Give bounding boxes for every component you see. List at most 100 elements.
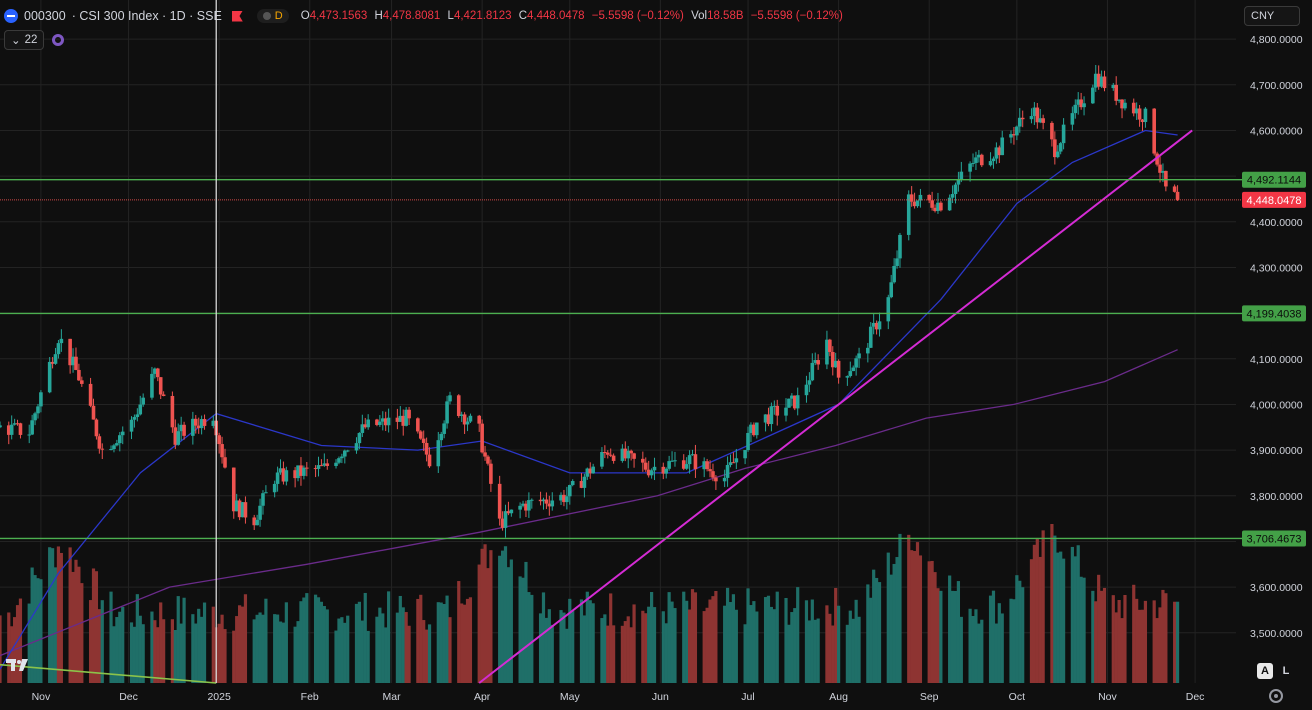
indicators-collapse-button[interactable]: ⌄ 22 (4, 30, 45, 50)
volume-bar (220, 614, 224, 683)
volume-bar (974, 609, 978, 683)
level-price-label: 4,199.4038 (1246, 308, 1301, 320)
symbol-title[interactable]: · CSI 300 Index · 1D · SSE (71, 9, 222, 23)
volume-bar (606, 625, 610, 683)
candle-body (302, 467, 306, 476)
candle-body (477, 415, 482, 424)
volume-bar (725, 587, 730, 683)
candle-body (836, 360, 841, 378)
indicator-ring-icon[interactable] (52, 34, 65, 46)
volume-bar (1070, 546, 1074, 683)
candle-body (100, 448, 105, 450)
candle-body (436, 440, 441, 467)
candle-body (506, 511, 511, 514)
candle-body (582, 476, 587, 488)
candle-body (854, 358, 858, 368)
volume-bar (848, 610, 852, 683)
volume-bar (15, 605, 20, 683)
volume-bar (571, 611, 575, 683)
candle-body (234, 500, 239, 512)
volume-bar (763, 597, 768, 683)
volume-bar (690, 589, 695, 683)
data-status-badge[interactable]: D (256, 9, 289, 23)
volume-bar (100, 600, 104, 683)
volume-bar (956, 581, 961, 683)
candle-body (769, 406, 774, 425)
volume-bar (687, 609, 692, 683)
volume-bar (796, 587, 800, 683)
candle-body (518, 505, 522, 510)
volume-bar (33, 575, 37, 683)
y-tick-label: 4,000.0000 (1250, 399, 1303, 411)
candle-body (503, 511, 508, 528)
candle-body (465, 421, 470, 425)
y-tick-label: 3,800.0000 (1250, 491, 1303, 503)
candle-body (1009, 134, 1013, 138)
log-scale-button[interactable]: L (1278, 663, 1294, 679)
volume-bar (1111, 595, 1115, 683)
volume-bar (968, 608, 972, 683)
candle-body (877, 321, 882, 330)
candle-body (71, 356, 75, 366)
flag-icon[interactable] (231, 10, 243, 22)
ohlc-high: 4,478.8081 (382, 10, 441, 22)
ohlc-low-key: L (447, 10, 454, 22)
candle-body (47, 361, 52, 393)
candle-body (690, 454, 695, 456)
symbol-code[interactable]: 000300 (24, 9, 66, 23)
candle-body (275, 472, 280, 484)
y-tick-label: 4,600.0000 (1250, 125, 1303, 137)
candle-body (915, 200, 920, 207)
ohlc-low: 4,421.8123 (453, 10, 512, 22)
volume-bar (416, 598, 420, 683)
volume-bar (787, 624, 791, 683)
ma200-line (0, 349, 1178, 657)
auto-scale-button[interactable]: A (1257, 663, 1273, 679)
volume-bar (88, 600, 93, 683)
x-tick-label: Sep (920, 691, 939, 703)
volume-bar (427, 624, 432, 683)
candle-body (567, 485, 572, 497)
candle-body (588, 468, 593, 474)
volume-bar (132, 626, 137, 683)
candle-body (1079, 99, 1083, 108)
volume-bar (769, 606, 774, 683)
volume-bar (1056, 552, 1060, 683)
volume-bar (988, 595, 993, 683)
candle-body (833, 360, 838, 368)
volume-bar (170, 619, 174, 683)
candle-body (129, 419, 134, 432)
volume-bar (647, 606, 651, 683)
candle-body (132, 417, 137, 420)
candle-body (340, 456, 344, 459)
volume-bar (582, 615, 586, 683)
volume-bar (1114, 612, 1118, 683)
volume-bar (1029, 559, 1034, 683)
candle-body (608, 454, 613, 456)
candle-body (874, 322, 879, 330)
volume-bar (194, 623, 198, 683)
auto-scale-label: A (1261, 665, 1269, 677)
candle-body (378, 421, 382, 425)
volume-bar (810, 599, 814, 683)
volume-bar (714, 590, 718, 683)
candle-body (1117, 99, 1121, 101)
volume-bar (807, 620, 811, 683)
candle-body (1140, 119, 1145, 123)
volume-bar (898, 533, 902, 683)
candle-body (1134, 108, 1139, 114)
volume-bar (509, 559, 513, 683)
candle-body (544, 499, 549, 504)
volume-bar (813, 619, 817, 683)
volume-bar (202, 602, 207, 683)
settings-gear-icon[interactable] (1269, 689, 1283, 703)
candle-body (191, 418, 195, 436)
candle-body (746, 432, 750, 451)
candle-body (334, 462, 338, 466)
candle-body (497, 483, 502, 519)
currency-button[interactable]: CNY (1244, 6, 1300, 26)
candle-body (524, 503, 528, 511)
volume-bar (153, 620, 157, 683)
